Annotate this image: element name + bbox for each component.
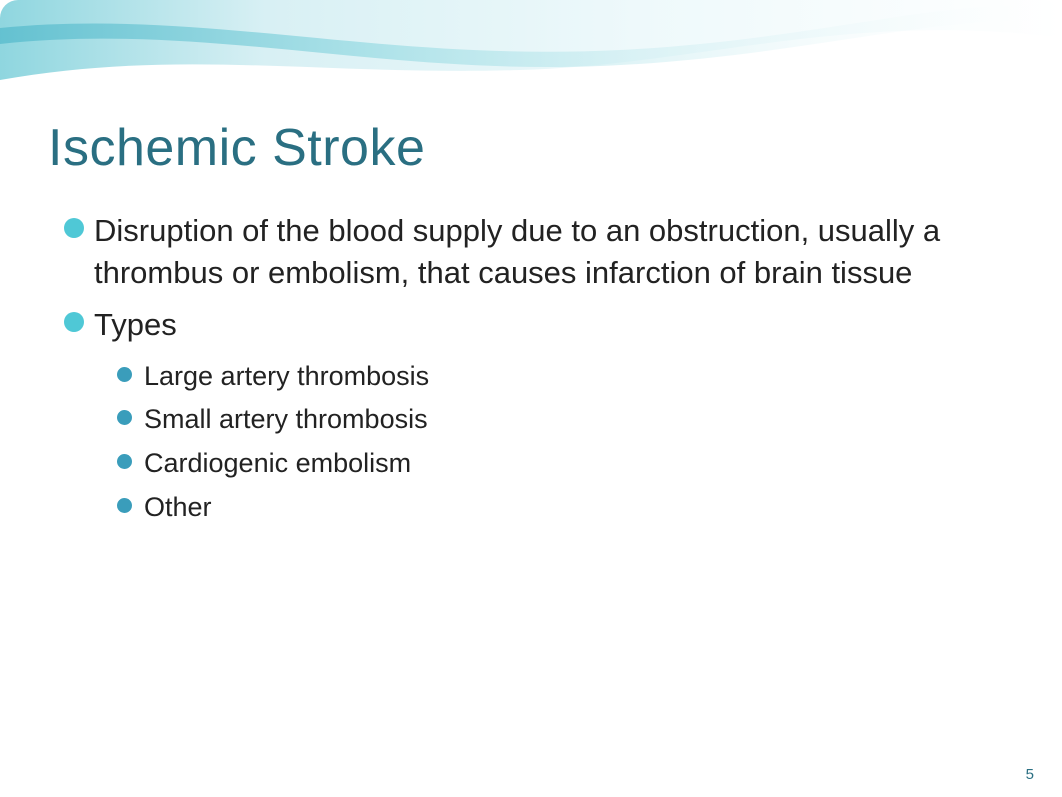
bullet-item: Disruption of the blood supply due to an… <box>48 210 1002 294</box>
bullet-subitem: Small artery thrombosis <box>48 399 1002 441</box>
bullet-subitem: Large artery thrombosis <box>48 356 1002 398</box>
slide: Ischemic Stroke Disruption of the blood … <box>0 0 1062 797</box>
bullet-subitem: Cardiogenic embolism <box>48 443 1002 485</box>
page-number: 5 <box>1026 766 1034 783</box>
bullet-subitem: Other <box>48 487 1002 529</box>
slide-title: Ischemic Stroke <box>48 118 425 178</box>
bullet-item: Types <box>48 304 1002 346</box>
wave-decoration <box>0 0 1062 120</box>
slide-body: Disruption of the blood supply due to an… <box>48 210 1002 531</box>
